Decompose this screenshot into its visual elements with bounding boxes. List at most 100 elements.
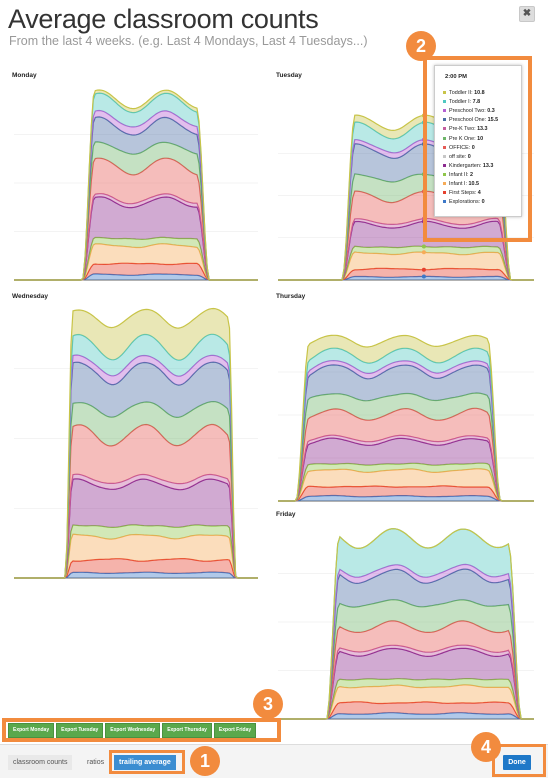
tooltip-series-value: 10.5	[468, 181, 479, 187]
area-series-infant-i[interactable]	[14, 534, 258, 578]
tooltip-series-name: OFFICE:	[449, 144, 472, 151]
area-series-explorations[interactable]	[14, 572, 258, 578]
export-tuesday-button[interactable]: Export Tuesday	[56, 723, 104, 738]
chart-thursday-svg	[278, 334, 534, 502]
area-series-preschool-one[interactable]	[278, 364, 534, 501]
chart-thursday-title: Thursday	[276, 293, 306, 300]
close-icon[interactable]: ✖	[519, 6, 535, 22]
tooltip-swatch	[443, 91, 446, 95]
line-series-explorations	[278, 494, 534, 502]
tooltip-series-name: Infant I:	[449, 181, 469, 187]
area-series-infant-i[interactable]	[278, 252, 534, 280]
area-series-office[interactable]	[14, 158, 258, 280]
tooltip-row: Pre-K Two: 13.3	[443, 126, 488, 132]
annotation-box-2	[423, 56, 532, 242]
area-series-infant-i[interactable]	[278, 468, 534, 501]
area-series-infant-i[interactable]	[14, 243, 258, 280]
annotation-box-1	[109, 750, 185, 774]
area-series-explorations[interactable]	[278, 495, 534, 502]
area-series-kindergarten[interactable]	[278, 648, 534, 719]
tooltip-swatch	[443, 127, 446, 131]
tooltip-series-value: 15.5	[487, 117, 499, 124]
tooltip-series-name: Kindergarten:	[449, 162, 483, 169]
area-series-kindergarten[interactable]	[278, 438, 534, 501]
annotation-box-3	[2, 718, 281, 742]
line-series-toddler-i	[278, 347, 534, 502]
area-series-first-steps[interactable]	[278, 701, 534, 719]
line-series-pre-k-two	[278, 434, 534, 502]
export-monday-button[interactable]: Export Monday	[8, 723, 55, 738]
area-series-kindergarten[interactable]	[278, 221, 534, 280]
area-series-first-steps[interactable]	[278, 268, 534, 280]
export-buttons: Export Monday Export Tuesday Export Wedn…	[8, 723, 258, 738]
tooltip-row: Preschool One: 15.5	[443, 117, 498, 123]
tab-classroom-counts[interactable]: classroom counts	[8, 755, 73, 770]
tooltip-row: First Steps: 4	[443, 190, 481, 196]
area-series-first-steps[interactable]	[278, 485, 534, 501]
tab-ratios[interactable]: ratios	[87, 759, 105, 766]
modal-header: Average classroom counts From the last 4…	[0, 0, 548, 62]
tooltip-series-value: 2	[469, 171, 473, 178]
tooltip-series-name: Toddler II:	[449, 90, 475, 96]
chart-tooltip: 2:00 PM Toddler II: 10.8 Toddler I: 7.8 Pr…	[434, 65, 522, 217]
annotation-badge-4: 4	[471, 732, 501, 762]
tooltip-swatch	[443, 118, 446, 122]
chart-friday: Friday	[272, 505, 540, 723]
line-series-office	[278, 407, 534, 502]
tooltip-swatch	[443, 100, 446, 104]
chart-monday: Monday	[8, 66, 266, 284]
area-series-kindergarten[interactable]	[14, 196, 258, 280]
area-series-infant-ii[interactable]	[278, 678, 534, 719]
hover-point	[421, 244, 426, 249]
modal-footer: classroom counts ratios trailing average…	[0, 744, 548, 778]
area-series-preschool-one[interactable]	[278, 569, 534, 719]
hover-point	[421, 274, 426, 279]
tooltip-swatch	[443, 182, 446, 186]
line-series-toddler-ii	[14, 89, 258, 281]
tooltip-row: off site: 0	[443, 154, 471, 160]
export-friday-button[interactable]: Export Friday	[213, 723, 257, 738]
area-series-kindergarten[interactable]	[14, 478, 258, 578]
chart-friday-svg	[278, 528, 534, 720]
tooltip-swatch	[443, 172, 446, 176]
export-thursday-button[interactable]: Export Thursday	[162, 723, 212, 738]
export-wednesday-button[interactable]: Export Wednesday	[105, 723, 161, 738]
tooltip-swatch	[443, 109, 446, 113]
area-series-toddler-i[interactable]	[278, 528, 534, 719]
area-series-preschool-one[interactable]	[14, 116, 258, 281]
tab-trailing-average[interactable]: trailing average	[114, 755, 176, 770]
tooltip-series-value: 13.3	[482, 162, 494, 169]
line-series-toddler-ii	[278, 528, 534, 720]
area-series-office[interactable]	[14, 424, 258, 579]
tooltip-row: Pre K One: 10	[443, 136, 483, 142]
area-series-office[interactable]	[278, 620, 534, 719]
chart-wednesday-title: Wednesday	[12, 293, 49, 300]
tooltip-series-value: 0.3	[487, 108, 495, 115]
chart-wednesday-svg	[14, 307, 258, 579]
area-series-office[interactable]	[278, 408, 534, 501]
tooltip-time: 2:00 PM	[445, 74, 467, 80]
tooltip-series-name: Explorations:	[449, 199, 482, 206]
area-series-infant-ii[interactable]	[14, 237, 258, 280]
tooltip-series-value: 0	[467, 153, 471, 160]
area-series-pre-k-two[interactable]	[278, 645, 534, 719]
hover-point	[421, 250, 426, 255]
tooltip-row: Toddler I: 7.8	[443, 99, 480, 105]
area-series-first-steps[interactable]	[14, 263, 258, 280]
tooltip-series-name: Preschool Two:	[449, 108, 488, 115]
hover-point	[421, 267, 426, 272]
annotation-badge-2: 2	[406, 31, 436, 61]
chart-monday-svg	[14, 89, 258, 281]
tooltip-swatch	[443, 145, 446, 149]
line-series-toddler-ii	[278, 334, 534, 502]
done-button[interactable]: Done	[503, 755, 531, 770]
tooltip-row: OFFICE: 0	[443, 145, 475, 151]
tooltip-series-value: 10.8	[474, 90, 485, 96]
area-series-infant-i[interactable]	[278, 684, 534, 719]
tooltip-series-value: 7.8	[472, 99, 481, 106]
area-series-pre-k-one[interactable]	[14, 141, 258, 280]
tooltip-series-name: off site:	[449, 153, 468, 160]
tooltip-row: Preschool Two: 0.3	[443, 108, 495, 114]
area-series-pre-k-one[interactable]	[278, 599, 534, 719]
area-series-first-steps[interactable]	[14, 558, 258, 578]
